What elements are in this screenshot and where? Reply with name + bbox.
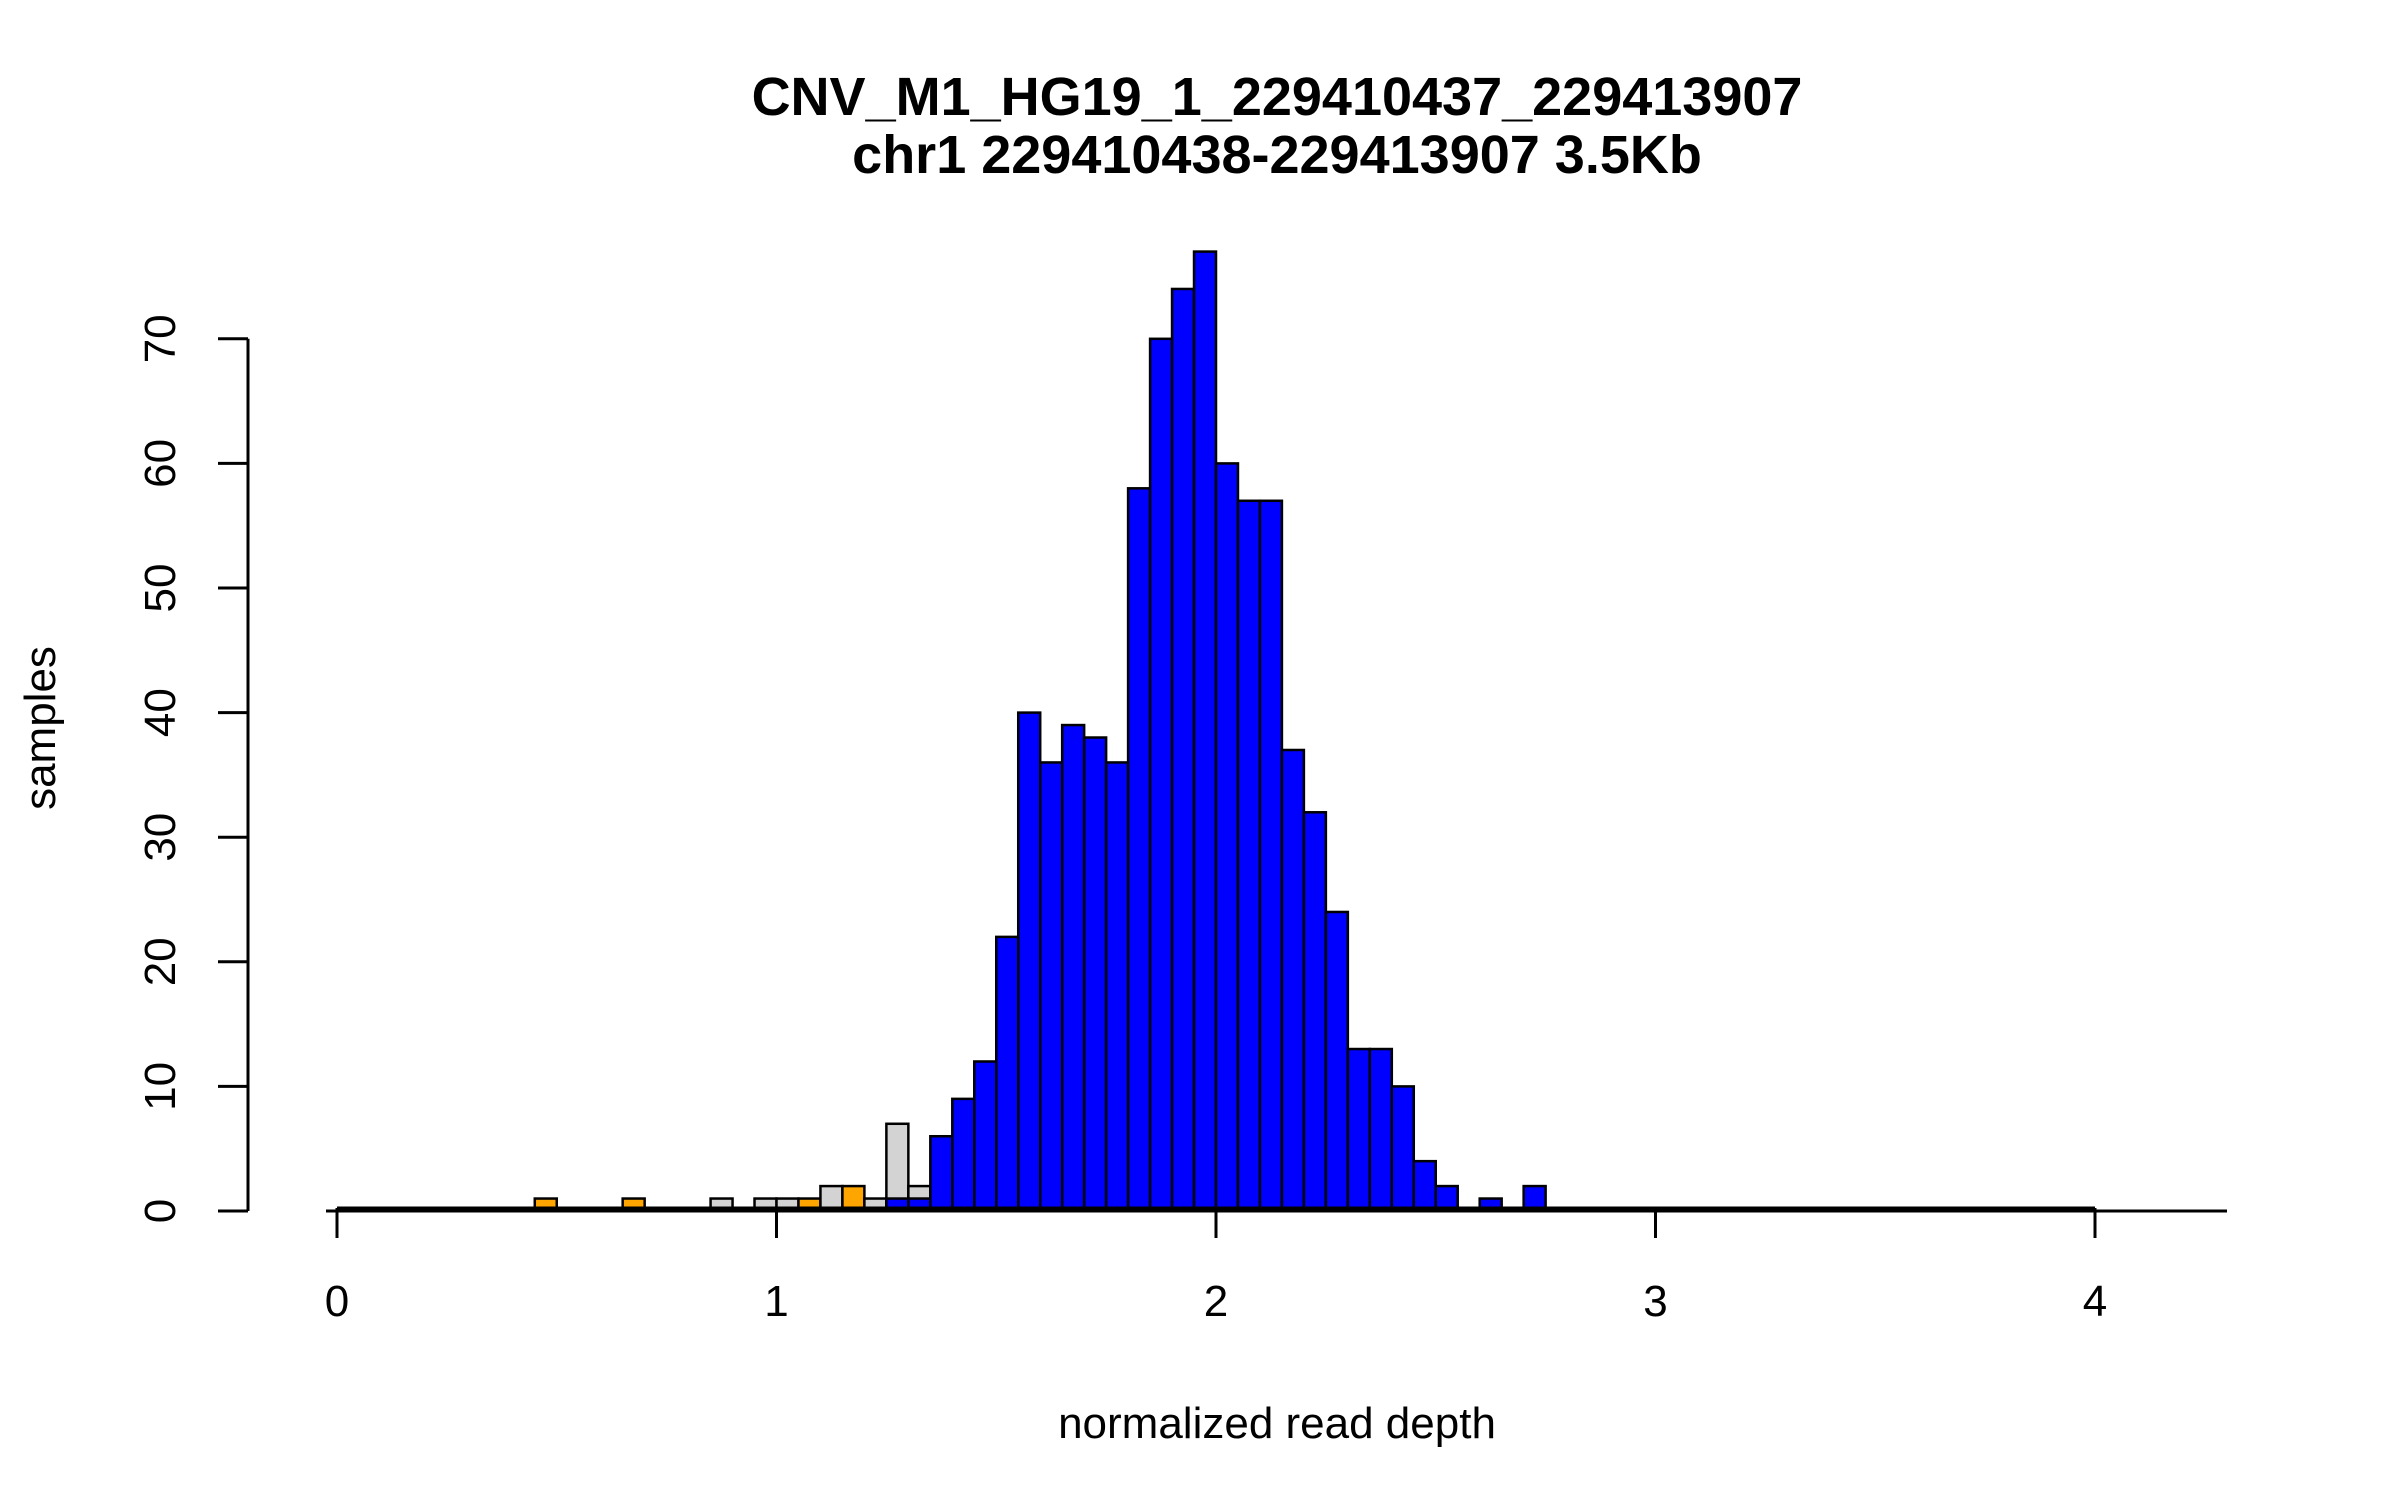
histogram-bar [995, 935, 1020, 1213]
x-tick-label: 2 [1204, 1277, 1228, 1326]
chart-subtitle: chr1 229410438-229413907 3.5Kb [852, 125, 1702, 185]
y-tick-label: 20 [136, 937, 185, 986]
histogram-bar [1346, 1047, 1372, 1213]
histogram-bar [1038, 761, 1064, 1213]
chart-title: CNV_M1_HG19_1_229410437_229413907 [752, 67, 1803, 127]
histogram-bar [1214, 462, 1240, 1213]
x-axis-label: normalized read depth [1058, 1399, 1496, 1448]
histogram-bar [1016, 711, 1042, 1213]
y-tick-label: 60 [136, 439, 185, 488]
histogram-bar [1170, 287, 1196, 1213]
histogram-bar [1368, 1047, 1394, 1213]
y-tick-label: 10 [136, 1062, 185, 1111]
y-tick-label: 0 [136, 1199, 185, 1223]
y-axis-label: samples [16, 646, 65, 810]
histogram-bar [1324, 910, 1350, 1213]
bars-layer [533, 250, 1547, 1213]
histogram-bar [973, 1060, 998, 1213]
x-tick-label: 1 [764, 1277, 788, 1326]
histogram-bar [1126, 487, 1152, 1213]
x-tick-label: 3 [1643, 1277, 1667, 1326]
y-tick-label: 30 [136, 813, 185, 862]
histogram-bar [1082, 736, 1108, 1213]
histogram-bar [1280, 748, 1306, 1213]
histogram-bar [1148, 337, 1174, 1213]
y-tick-label: 50 [136, 564, 185, 613]
x-tick-label: 4 [2083, 1277, 2107, 1326]
y-axis: 0 10 20 30 40 50 60 70 [136, 314, 250, 1223]
histogram-bar [1302, 811, 1328, 1213]
histogram-bar [1192, 250, 1218, 1213]
histogram-bar [951, 1097, 976, 1213]
histogram-bar [929, 1134, 954, 1213]
histogram-bar [1060, 723, 1086, 1213]
histogram-bar [1412, 1159, 1438, 1213]
y-tick-label: 40 [136, 688, 185, 737]
histogram-bar [1390, 1085, 1416, 1213]
x-tick-label: 0 [325, 1277, 349, 1326]
histogram-bar [1104, 761, 1130, 1213]
y-tick-label: 70 [136, 314, 185, 363]
histogram-bar [1258, 499, 1284, 1213]
histogram-bar [1236, 499, 1262, 1213]
x-axis: 0 1 2 3 4 [325, 1206, 2107, 1326]
